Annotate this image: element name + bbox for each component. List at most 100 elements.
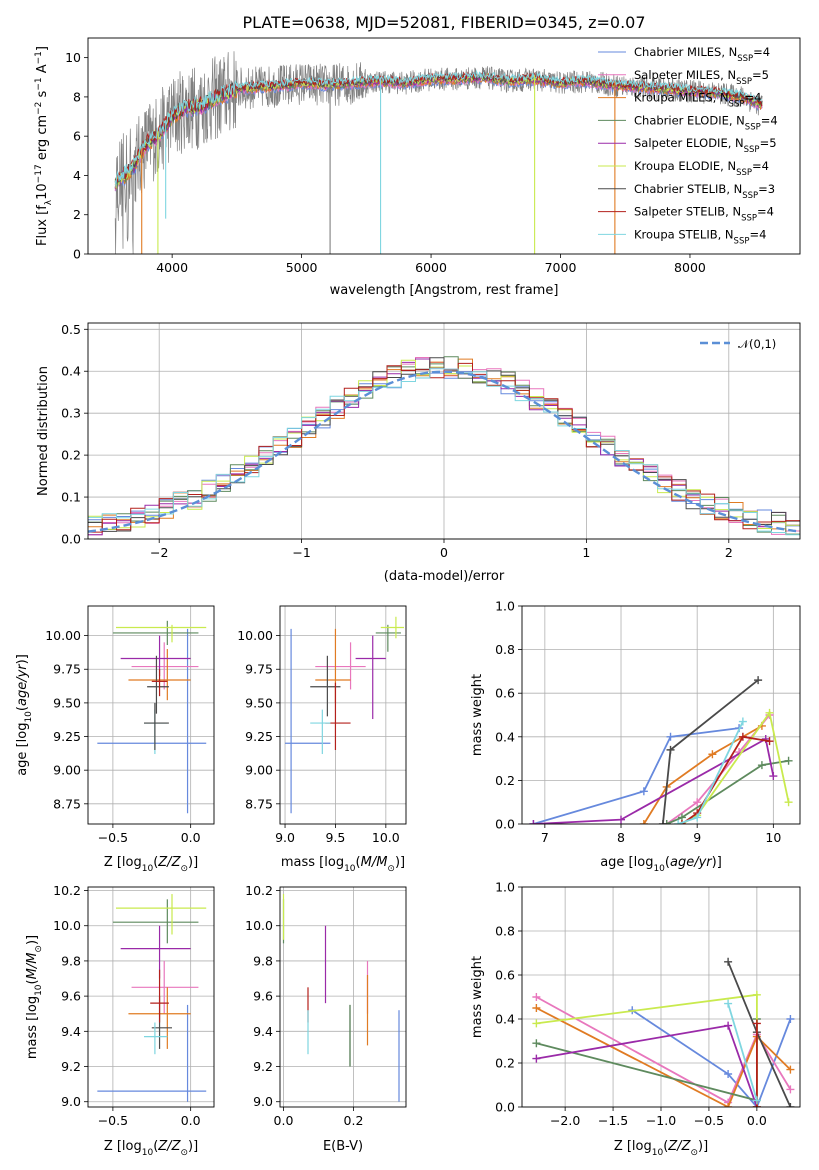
x-axis-label: age [log10(age/yr)] (600, 855, 722, 874)
y-tick-label: 8 (73, 89, 81, 104)
mass-weight-line (727, 1003, 758, 1101)
residuals-frame (87, 322, 801, 540)
spectrum-axes: 4000 5000 6000 7000 8000 0 2 4 6 8 10 wavelength [A… (34, 37, 801, 298)
y-tick-label: 0.2 (61, 448, 81, 463)
x-axis-label: E(B-V) (323, 1139, 363, 1154)
x-tick-label: −2.0 (550, 1113, 580, 1128)
mass-vs-EBV-axes: 0.0 0.2 9.0 9.2 9.4 9.6 9.8 10.0 10.2 E(B-V) (245, 883, 407, 1154)
mass-weight-marker (532, 1004, 541, 1012)
y-tick-label: 9.75 (245, 662, 273, 677)
weight-vs-age-marks (529, 676, 793, 824)
y-tick-label: 9.8 (253, 953, 273, 968)
x-tick-label: 4000 (156, 260, 188, 275)
y-axis-label: Normed distribution (36, 366, 51, 496)
gaussian-reference-curve (88, 370, 800, 533)
legend-entry: Salpeter MILES, NSSP=5 (634, 68, 769, 87)
y-tick-label: 9.00 (53, 763, 81, 778)
x-tick-label: 9.5 (325, 830, 345, 845)
mass-weight-marker (724, 1103, 733, 1107)
y-tick-label: 0.2 (495, 1056, 515, 1071)
age-vs-mass-axes: 9.0 9.5 10.0 8.75 9.00 9.25 9.50 9.75 10.00 mass … (237, 605, 407, 874)
age-vs-Z-frame (87, 605, 215, 825)
y-tick-label: 9.50 (53, 695, 81, 710)
mass-weight-line (681, 735, 770, 824)
y-tick-label: 9.50 (245, 695, 273, 710)
y-tick-label: 10.2 (53, 883, 81, 898)
y-tick-label: 0.8 (495, 924, 515, 939)
mass-weight-marker (639, 787, 648, 796)
x-tick-label: 5000 (286, 260, 318, 275)
y-tick-label: 0.6 (495, 686, 515, 701)
y-axis-label: mass weight (470, 674, 485, 756)
legend-entry: Salpeter STELIB, NSSP=4 (634, 205, 774, 224)
mass-weight-marker (724, 1021, 733, 1030)
y-tick-label: 4 (73, 168, 81, 183)
x-tick-label: −0.5 (694, 1113, 724, 1128)
x-tick-label: 2 (725, 545, 733, 560)
mass-weight-marker (529, 820, 538, 824)
x-tick-label: −0.5 (98, 1113, 128, 1128)
mass-weight-marker (752, 990, 761, 999)
y-tick-label: 0.5 (61, 322, 81, 337)
y-tick-label: 9.4 (61, 1024, 81, 1039)
mass-weight-marker (724, 1070, 733, 1078)
age-vs-mass-marks (285, 616, 404, 814)
weight-vs-age-frame (521, 605, 801, 825)
y-axis-label: age [log10(age/yr)] (15, 654, 34, 776)
spectrum-legend: Chabrier MILES, NSSP=4 Salpeter MILES, NS… (598, 45, 778, 246)
y-tick-label: 0.4 (495, 1012, 515, 1027)
mass-weight-marker (693, 798, 702, 807)
y-tick-label: 9.2 (253, 1059, 273, 1074)
weight-vs-Z-frame (521, 886, 801, 1108)
y-tick-label: 0.1 (61, 490, 81, 505)
spectrum-marks (114, 51, 763, 254)
y-tick-label: 9.0 (253, 1094, 273, 1109)
y-tick-label: 6 (73, 129, 81, 144)
y-tick-label: 9.4 (253, 1024, 273, 1039)
mass-weight-marker (754, 676, 763, 685)
y-tick-label: 9.0 (61, 1094, 81, 1109)
figure-title: PLATE=0638, MJD=52081, FIBERID=0345, z=0… (242, 13, 645, 32)
mass-vs-Z-marks (97, 894, 207, 1102)
mass-vs-Z-frame (87, 886, 215, 1108)
residual-histogram (88, 356, 800, 535)
y-tick-label: 9.75 (53, 662, 81, 677)
mass-weight-marker (532, 1054, 541, 1063)
x-tick-label: 10 (765, 830, 781, 845)
y-tick-label: 0.3 (61, 406, 81, 421)
residuals-marks (88, 356, 800, 536)
y-axis-label: Flux [fλ10−17 erg cm−2 s−1 A−1] (34, 46, 54, 246)
y-tick-label: 8.75 (53, 796, 81, 811)
x-axis-label: Z [log10(Z/Z⊙)] (104, 855, 198, 874)
x-tick-label: −1.0 (646, 1113, 676, 1128)
y-tick-label: 9.2 (61, 1059, 81, 1074)
mass-weight-marker (786, 1085, 795, 1094)
x-tick-label: 8000 (674, 260, 706, 275)
mass-weight-marker (724, 999, 733, 1008)
x-tick-label: −1.5 (598, 1113, 628, 1128)
y-tick-label: 8.75 (245, 796, 273, 811)
y-tick-label: 10.0 (245, 918, 273, 933)
y-tick-label: 0 (73, 247, 81, 262)
mass-weight-marker (674, 820, 683, 824)
weight-vs-Z-marks (532, 957, 795, 1107)
mass-weight-marker (532, 993, 541, 1001)
y-tick-label: 0.6 (495, 968, 515, 983)
y-tick-label: 1.0 (495, 880, 515, 895)
mass-weight-marker (786, 1065, 795, 1074)
mass-weight-line (535, 1007, 792, 1107)
mass-weight-line (643, 725, 763, 824)
model-spectrum-line (114, 69, 763, 187)
legend-entry: Kroupa ELODIE, NSSP=4 (634, 159, 769, 178)
mass-weight-line (533, 727, 740, 824)
y-tick-label: 0.4 (495, 729, 515, 744)
mass-weight-marker (752, 1019, 761, 1028)
spectrum-frame (87, 37, 801, 255)
x-axis-label: Z [log10(Z/Z⊙)] (104, 1139, 198, 1158)
mass-weight-marker (693, 813, 702, 822)
mass-weight-marker (738, 732, 747, 741)
y-tick-label: 9.6 (61, 989, 81, 1004)
legend-entry: Kroupa MILES, NSSP=4 (634, 91, 761, 110)
mass-weight-marker (662, 820, 671, 824)
